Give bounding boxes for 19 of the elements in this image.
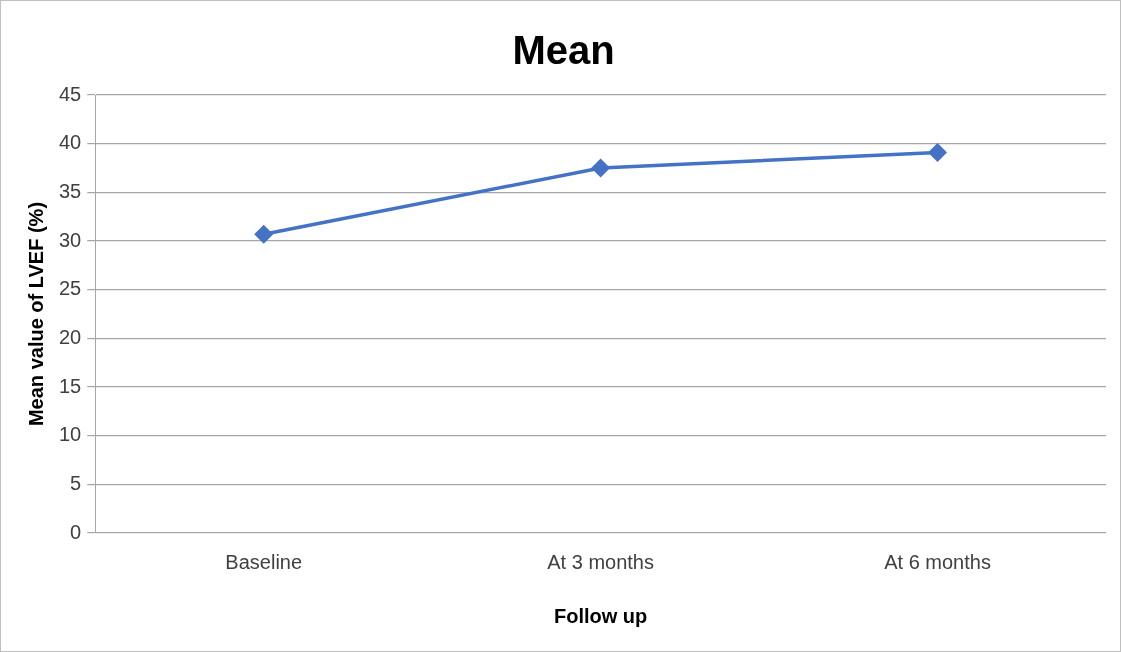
y-tick-label: 25 — [59, 277, 82, 300]
point — [591, 159, 610, 177]
y-tick-label: 45 — [59, 82, 82, 105]
y-tick-label: 10 — [59, 423, 82, 446]
y-tick-label: 35 — [59, 179, 82, 202]
x-tick-label: At 6 months — [884, 550, 991, 573]
point — [254, 225, 273, 243]
y-tick-label: 5 — [70, 471, 82, 494]
x-axis-title: Follow up — [553, 604, 648, 627]
y-tick-label: 20 — [59, 325, 82, 348]
point — [928, 143, 947, 162]
y-tick-label: 40 — [59, 131, 82, 154]
y-tick-label: 0 — [70, 520, 82, 543]
y-tick-label: 15 — [59, 374, 82, 397]
y-axis-title: Mean value of LVEF (%) — [24, 201, 47, 427]
x-tick-label: Baseline — [225, 550, 303, 573]
y-tick-label: 30 — [59, 228, 82, 251]
x-tick-label: At 3 months — [547, 550, 654, 573]
chart-title: Mean — [512, 28, 615, 73]
